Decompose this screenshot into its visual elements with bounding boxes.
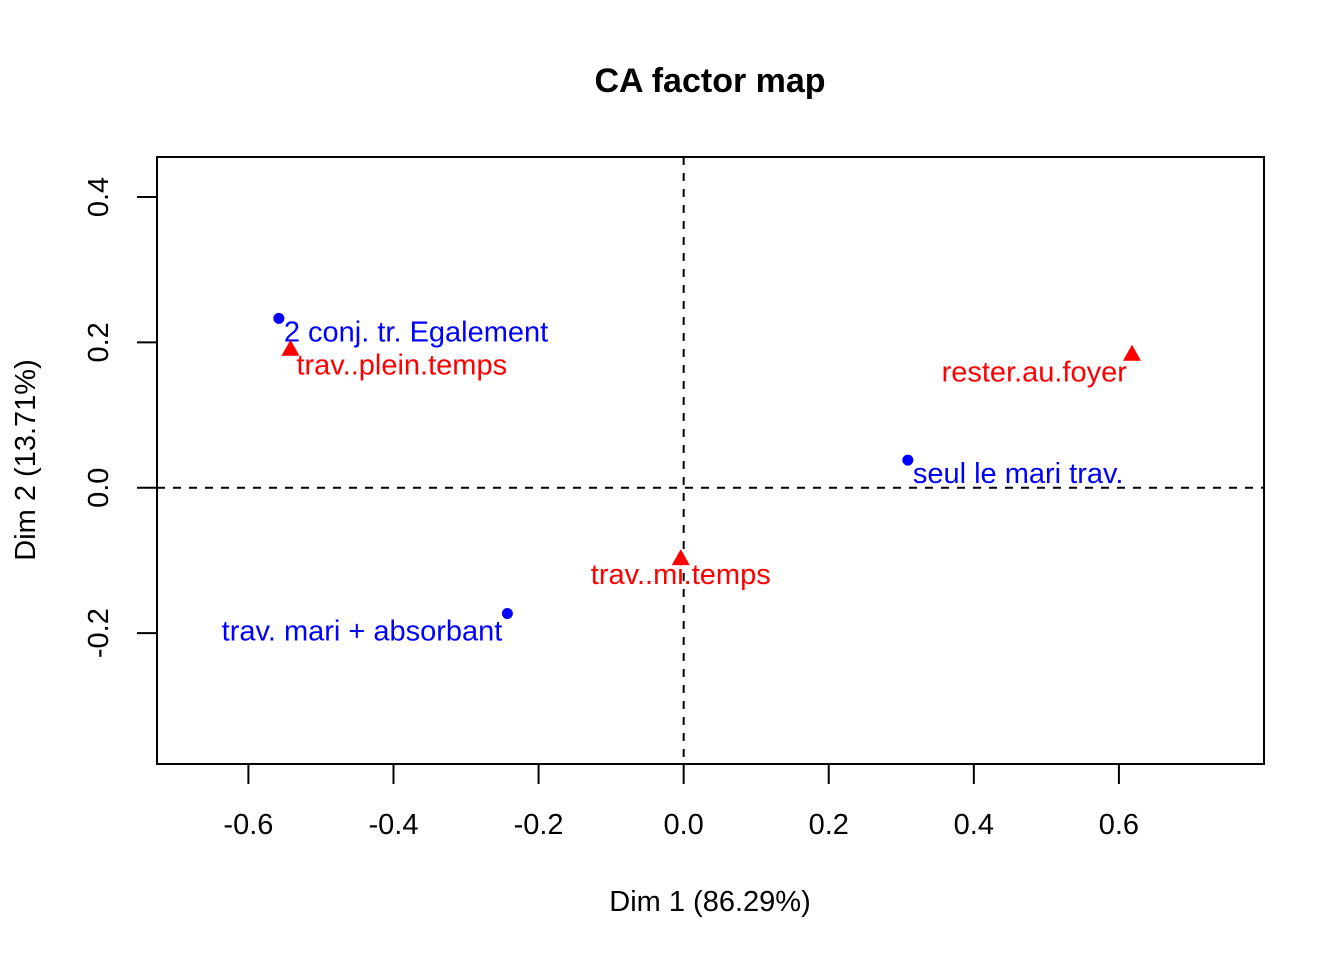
x-axis-title: Dim 1 (86.29%) [609,886,810,918]
triangle-point [1122,344,1141,361]
x-tick-label: -0.2 [514,809,564,841]
circle-point [273,312,285,324]
triangle-point [281,339,300,356]
x-tick-label: -0.6 [223,809,273,841]
y-axis-title: Dim 2 (13.71%) [10,359,42,560]
y-tick-label: 0.0 [83,468,115,508]
data-points: 2 conj. tr. Egalement trav. mari + absorb… [222,312,1141,648]
point-label: rester.au.foyer [942,357,1128,389]
circle-point [501,608,513,620]
x-axis: -0.6 -0.4 -0.2 0.0 0.2 0.4 0.6 [223,764,1139,841]
y-axis: -0.2 0.0 0.2 0.4 [83,177,157,658]
x-tick-label: 0.4 [954,809,994,841]
x-tick-label: 0.0 [663,809,703,841]
point-label: trav..plein.temps [296,350,507,382]
plot-frame [156,156,1265,765]
point-label: seul le mari trav. [913,458,1124,490]
triangle-point [671,549,690,566]
reference-lines [157,157,1264,764]
y-tick-label: 0.2 [83,322,115,362]
y-tick-label: -0.2 [83,608,115,658]
point-label: trav..mi.temps [591,559,771,591]
point-label: 2 conj. tr. Egalement [284,316,548,348]
point-label: trav. mari + absorbant [222,616,503,648]
circle-point [902,454,914,466]
y-tick-label: 0.4 [83,177,115,217]
x-tick-label: -0.4 [368,809,418,841]
chart-title: CA factor map [594,62,825,100]
x-tick-label: 0.6 [1099,809,1139,841]
x-tick-label: 0.2 [809,809,849,841]
